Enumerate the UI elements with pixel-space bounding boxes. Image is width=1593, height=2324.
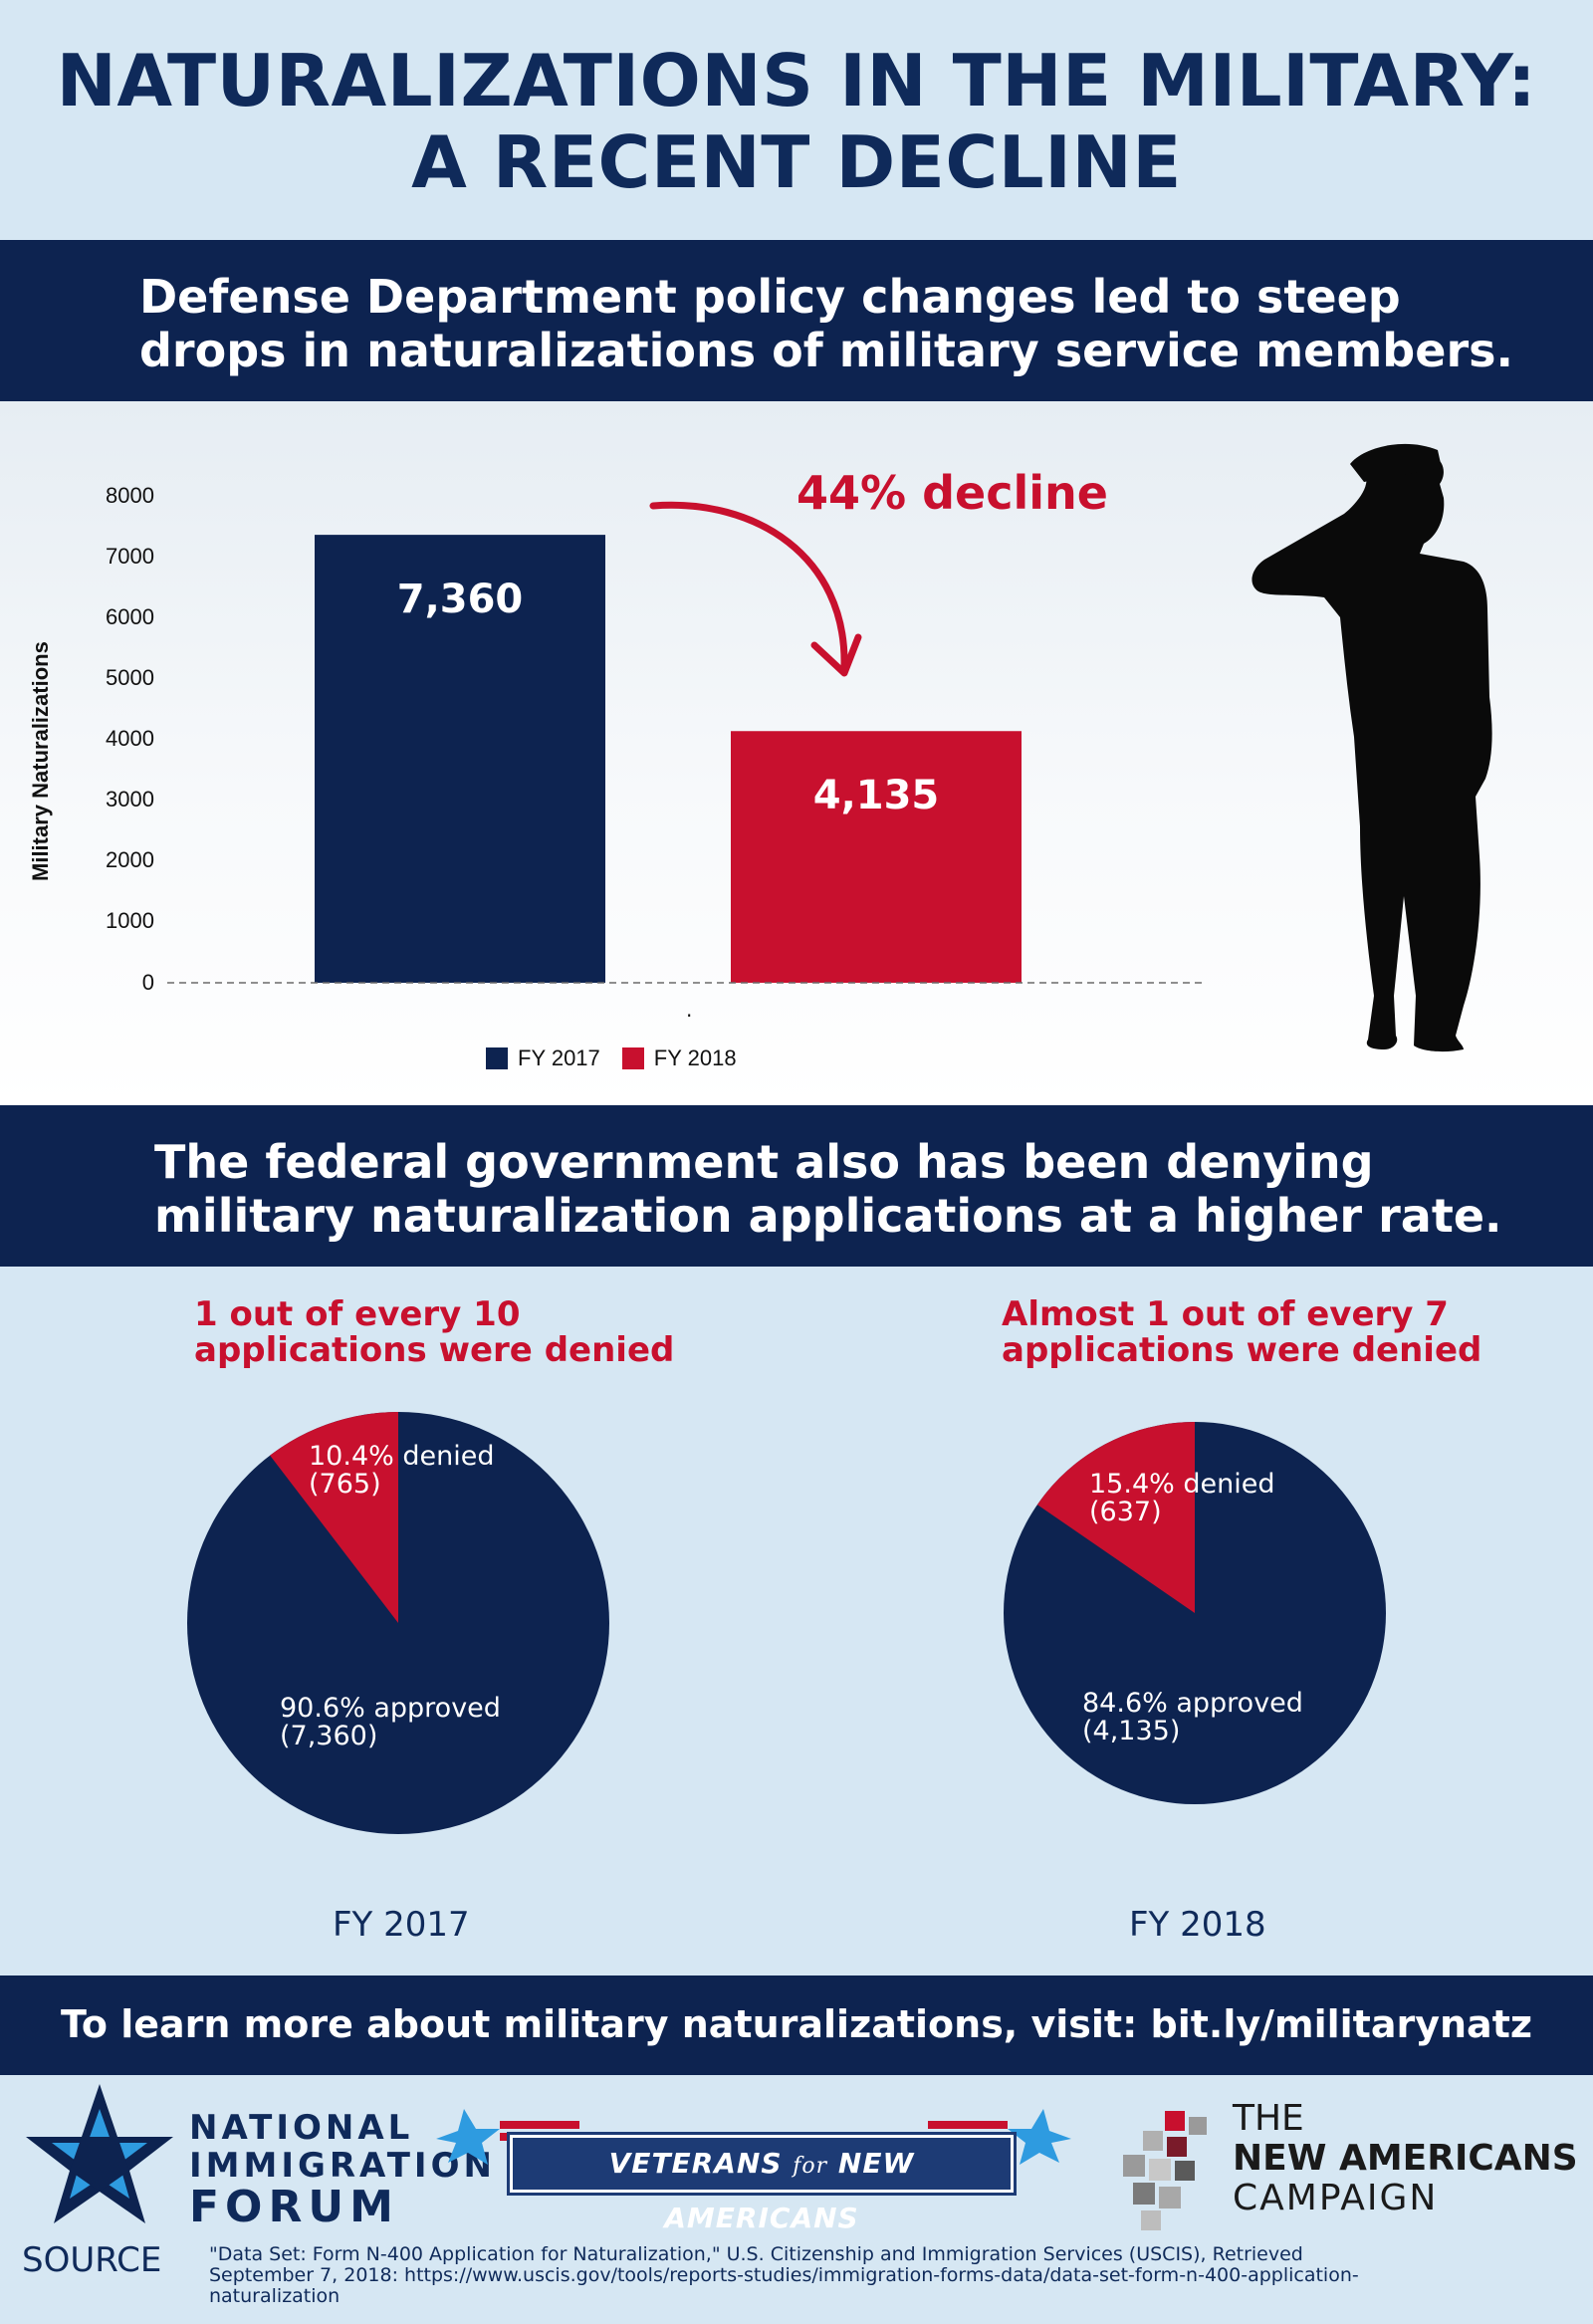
nif-line-2: IMMIGRATION <box>189 2146 496 2186</box>
x-tick: . <box>686 998 693 1022</box>
y-tick: 3000 <box>106 787 154 812</box>
y-axis-label: Military Naturalizations <box>28 641 53 881</box>
pie-2-heading-line-1: Almost 1 out of every 7 <box>1002 1294 1449 1334</box>
pie-2-approved-count: (4,135) <box>1082 1716 1181 1746</box>
pie-2-heading: Almost 1 out of every 7 applications wer… <box>1002 1296 1481 1368</box>
pie-2-approved-percent: 84.6% approved <box>1082 1688 1303 1719</box>
section-2-heading: The federal government also has been den… <box>154 1135 1502 1243</box>
learn-more-text: To learn more about military naturalizat… <box>61 2002 1532 2046</box>
section-2-banner: The federal government also has been den… <box>0 1105 1593 1267</box>
new-americans-campaign-logo: THE NEW AMERICANS CAMPAIGN <box>1233 2099 1578 2218</box>
section-1-banner: Defense Department policy changes led to… <box>0 240 1593 401</box>
bar-fy-2017 <box>315 535 605 983</box>
y-tick: 6000 <box>106 604 154 629</box>
bar-fy-2018 <box>731 731 1022 983</box>
nac-line-3: CAMPAIGN <box>1233 2178 1439 2218</box>
legend-label: FY 2018 <box>653 1046 737 1070</box>
bar-value-label-fy2017: 7,360 <box>396 577 524 623</box>
legend-item-fy2018: FY 2018 <box>621 1046 737 1071</box>
chart-legend: FY 2017 FY 2018 <box>486 1046 737 1071</box>
pie-2-denied-label: 15.4% denied (637) <box>1089 1471 1274 1526</box>
saluting-soldier-icon <box>1252 443 1492 1052</box>
bar-value-label-fy2018: 4,135 <box>812 773 940 819</box>
pie-1-approved-count: (7,360) <box>280 1721 378 1751</box>
nif-line-3: FORUM <box>189 2182 399 2232</box>
source-citation: "Data Set: Form N-400 Application for Na… <box>209 2243 1359 2307</box>
legend-swatch <box>621 1047 644 1069</box>
footer <box>0 2075 1593 2324</box>
pie-2-heading-line-2: applications were denied <box>1002 1330 1482 1370</box>
nac-line-1: THE <box>1233 2098 1304 2139</box>
national-immigration-forum-logo: NATIONAL IMMIGRATION FORUM <box>189 2109 496 2230</box>
pie-1-denied-label: 10.4% denied (765) <box>309 1443 494 1499</box>
veterans-for-new-americans-logo: VETERANS for NEW AMERICANS <box>510 2135 1014 2234</box>
pie-1-caption: FY 2017 <box>333 1905 470 1945</box>
pie-1-approved-percent: 90.6% approved <box>280 1693 501 1724</box>
source-label: SOURCE <box>22 2240 162 2280</box>
decline-annotation: 44% decline <box>796 466 1108 520</box>
national-immigration-forum-star-icon <box>26 2084 173 2223</box>
pie-1-heading-line-2: applications were denied <box>194 1330 675 1370</box>
bar-chart <box>167 443 1492 1052</box>
pie-1-approved-label: 90.6% approved (7,360) <box>280 1695 501 1750</box>
legend-item-fy2017: FY 2017 <box>486 1046 600 1071</box>
legend-label: FY 2017 <box>518 1046 600 1070</box>
pie-chart-fy2017 <box>187 1412 609 1834</box>
veterans-text-1: VETERANS <box>608 2147 783 2180</box>
veterans-text-2: NEW AMERICANS <box>664 2147 915 2234</box>
pie-2-denied-count: (637) <box>1089 1497 1162 1527</box>
y-tick: 8000 <box>106 483 154 508</box>
title-line-1: NATURALIZATIONS IN THE MILITARY: <box>56 39 1537 122</box>
page-title: NATURALIZATIONS IN THE MILITARY: A RECEN… <box>0 40 1593 203</box>
pie-1-denied-percent: 10.4% denied <box>309 1441 495 1472</box>
pie-1-heading: 1 out of every 10 applications were deni… <box>194 1296 674 1368</box>
learn-more-banner: To learn more about military naturalizat… <box>0 1975 1593 2075</box>
veterans-text-for: for <box>793 2154 828 2179</box>
pie-1-denied-count: (765) <box>309 1469 381 1500</box>
decline-arrowhead-icon <box>810 633 862 677</box>
pie-2-approved-label: 84.6% approved (4,135) <box>1082 1690 1303 1745</box>
pie-chart-fy2018 <box>1004 1422 1386 1804</box>
pie-1-heading-line-1: 1 out of every 10 <box>194 1294 521 1334</box>
y-tick: 1000 <box>106 908 154 933</box>
section-1-heading: Defense Department policy changes led to… <box>139 270 1513 377</box>
nif-line-1: NATIONAL <box>189 2108 414 2148</box>
nac-line-2: NEW AMERICANS <box>1233 2138 1578 2179</box>
y-tick: 2000 <box>106 847 154 872</box>
pie-2-denied-percent: 15.4% denied <box>1089 1469 1275 1500</box>
pie-slice-denied <box>1036 1422 1195 1613</box>
y-tick: 0 <box>141 970 154 995</box>
legend-swatch <box>486 1047 508 1069</box>
pie-2-caption: FY 2018 <box>1129 1905 1266 1945</box>
y-tick: 5000 <box>106 665 154 690</box>
pie-slice-denied <box>270 1412 398 1623</box>
title-line-2: A RECENT DECLINE <box>411 120 1182 204</box>
y-tick: 7000 <box>106 544 154 569</box>
decline-arrow <box>649 501 848 669</box>
y-tick: 4000 <box>106 726 154 751</box>
new-americans-campaign-mosaic-icon <box>1123 2111 1207 2230</box>
